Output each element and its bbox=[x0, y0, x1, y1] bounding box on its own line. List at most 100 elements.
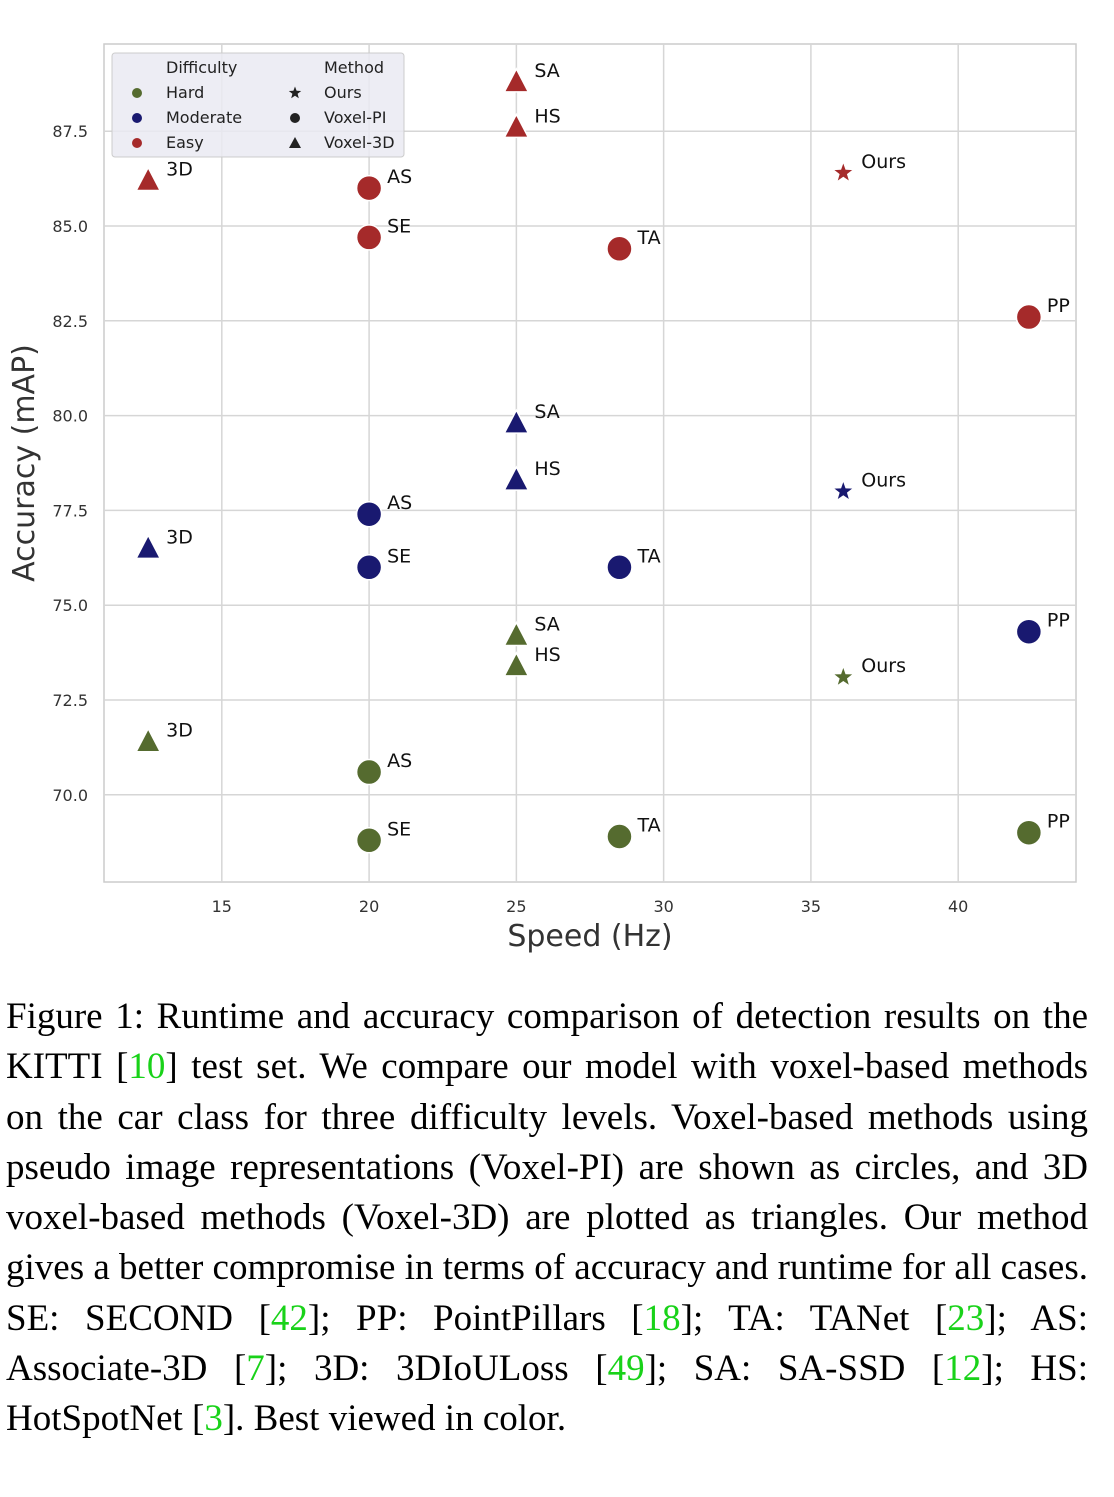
x-tick-label: 35 bbox=[801, 897, 821, 916]
citation-link[interactable]: 18 bbox=[643, 1297, 681, 1339]
point-label-easy-as: AS bbox=[387, 166, 412, 188]
citation-link[interactable]: 10 bbox=[128, 1046, 166, 1088]
point-moderate-3d-triangle bbox=[134, 533, 162, 560]
point-label-hard-sa: SA bbox=[534, 614, 559, 636]
caption-text: Figure 1: Runtime and accuracy compariso… bbox=[6, 996, 1088, 1088]
point-moderate-ta-circle bbox=[606, 554, 633, 581]
caption-text: ]; HS: HotSpotNet [ bbox=[6, 1348, 1088, 1440]
legend-voxel-pi-label: Voxel-PI bbox=[324, 108, 386, 127]
point-label-hard-hs: HS bbox=[534, 644, 560, 666]
x-tick-label: 20 bbox=[359, 897, 379, 916]
y-tick-label: 77.5 bbox=[52, 501, 88, 520]
y-tick-label: 80.0 bbox=[52, 407, 88, 426]
caption-text: ]; AS: Associate-3D [ bbox=[6, 1297, 1088, 1390]
point-label-hard-ta: TA bbox=[636, 814, 660, 836]
point-moderate-as-circle bbox=[355, 500, 383, 528]
point-labels: 3D AS SE SA HS TA Ours PP 3D AS SE SA HS TA Ours PP 3D AS… bbox=[166, 60, 1070, 840]
legend-hard-marker bbox=[132, 88, 142, 98]
legend-easy-marker bbox=[132, 138, 142, 148]
point-label-easy-ta: TA bbox=[636, 227, 660, 249]
point-easy-3d-triangle bbox=[134, 165, 162, 192]
legend-voxel-3d-triangle-icon bbox=[289, 137, 301, 148]
point-hard-as-circle bbox=[355, 758, 383, 786]
y-tick-label: 85.0 bbox=[52, 217, 88, 236]
caption-text: ]. Best viewed in color. bbox=[222, 1398, 567, 1440]
point-label-moderate-pp: PP bbox=[1047, 610, 1070, 632]
x-tick-label: 30 bbox=[653, 897, 673, 916]
y-tick-label: 75.0 bbox=[52, 596, 88, 615]
point-label-easy-sa: SA bbox=[534, 60, 559, 82]
legend-ours-star-icon bbox=[288, 86, 302, 99]
x-tick-label: 40 bbox=[948, 897, 968, 916]
legend: Difficulty Method Hard Moderate Easy Our… bbox=[111, 52, 405, 158]
y-tick-label: 70.0 bbox=[52, 786, 88, 805]
grid bbox=[104, 44, 1076, 882]
citation-link[interactable]: 49 bbox=[607, 1348, 645, 1390]
point-easy-se-circle bbox=[355, 224, 383, 251]
x-axis-label: Speed (Hz) bbox=[507, 919, 672, 954]
point-label-hard-ours: Ours bbox=[861, 655, 906, 677]
point-label-easy-se: SE bbox=[387, 215, 411, 237]
caption-text: ]; TA: TANet [ bbox=[680, 1297, 948, 1339]
point-easy-pp-circle bbox=[1015, 303, 1043, 331]
legend-moderate-marker bbox=[132, 113, 142, 123]
citation-link[interactable]: 7 bbox=[246, 1348, 265, 1390]
point-label-hard-as: AS bbox=[387, 750, 412, 772]
y-axis-label: Accuracy (mAP) bbox=[7, 344, 42, 582]
point-moderate-hs-triangle bbox=[503, 465, 530, 491]
point-label-moderate-hs: HS bbox=[534, 458, 560, 480]
legend-voxel-3d-label: Voxel-3D bbox=[324, 133, 395, 152]
point-moderate-se-circle bbox=[355, 554, 383, 581]
point-label-moderate-as: AS bbox=[387, 492, 412, 514]
point-label-moderate-ta: TA bbox=[636, 545, 660, 567]
point-hard-hs-triangle bbox=[503, 651, 530, 677]
legend-difficulty-title: Difficulty bbox=[166, 58, 237, 77]
caption-text: ]; PP: PointPillars [ bbox=[307, 1297, 644, 1339]
y-tick-label: 72.5 bbox=[52, 691, 88, 710]
point-label-moderate-sa: SA bbox=[534, 401, 559, 423]
point-hard-ours-star bbox=[832, 665, 855, 687]
citation-link[interactable]: 12 bbox=[944, 1348, 982, 1390]
y-tick-label: 87.5 bbox=[52, 122, 88, 141]
point-hard-sa-triangle bbox=[503, 620, 530, 647]
point-moderate-pp-circle bbox=[1015, 618, 1043, 645]
legend-moderate-label: Moderate bbox=[166, 108, 242, 127]
point-label-easy-pp: PP bbox=[1047, 295, 1070, 317]
figure-caption: Figure 1: Runtime and accuracy compariso… bbox=[6, 992, 1088, 1445]
caption-text: ]; 3D: 3DIoULoss [ bbox=[264, 1348, 608, 1390]
plot-area bbox=[103, 43, 1077, 883]
point-hard-se-circle bbox=[355, 827, 383, 854]
legend-method-title: Method bbox=[324, 58, 384, 77]
point-easy-as-circle bbox=[355, 174, 383, 202]
legend-easy-label: Easy bbox=[166, 133, 204, 152]
citation-link[interactable]: 3 bbox=[204, 1398, 223, 1440]
point-moderate-ours-star bbox=[832, 479, 855, 501]
citation-link[interactable]: 42 bbox=[270, 1297, 308, 1339]
point-label-easy-hs: HS bbox=[534, 105, 560, 127]
point-label-hard-pp: PP bbox=[1047, 811, 1070, 833]
tick-labels: 15 20 25 30 35 40 70.0 72.5 75.0 77.5 80.0 82.5 85.0… bbox=[52, 122, 968, 916]
legend-ours-label: Ours bbox=[324, 83, 362, 102]
point-moderate-sa-triangle bbox=[503, 408, 530, 434]
x-tick-label: 15 bbox=[212, 897, 232, 916]
caption-text: ]; SA: SA-SSD [ bbox=[644, 1348, 945, 1390]
citation-link[interactable]: 23 bbox=[947, 1297, 985, 1339]
legend-voxel-pi-marker bbox=[290, 113, 300, 123]
point-easy-sa-triangle bbox=[503, 67, 530, 93]
point-hard-ta-circle bbox=[606, 823, 633, 850]
point-easy-ta-circle bbox=[606, 235, 633, 263]
point-label-easy-ours: Ours bbox=[861, 151, 906, 173]
legend-hard-label: Hard bbox=[166, 83, 204, 102]
point-label-hard-3d: 3D bbox=[166, 720, 193, 742]
point-label-easy-3d: 3D bbox=[166, 159, 193, 181]
point-easy-ours-star bbox=[832, 161, 855, 183]
data-points bbox=[134, 67, 1043, 854]
x-tick-label: 25 bbox=[506, 897, 526, 916]
point-label-hard-se: SE bbox=[387, 818, 411, 840]
point-hard-pp-circle bbox=[1015, 819, 1043, 846]
caption-text: ] test set. We compare our model with vo… bbox=[6, 1046, 1088, 1339]
point-label-moderate-ours: Ours bbox=[861, 469, 906, 491]
legend-box bbox=[111, 52, 405, 158]
point-hard-3d-triangle bbox=[134, 727, 162, 753]
scatter-chart: 15 20 25 30 35 40 70.0 72.5 75.0 77.5 80.0 82.5 85.0… bbox=[7, 43, 1077, 954]
